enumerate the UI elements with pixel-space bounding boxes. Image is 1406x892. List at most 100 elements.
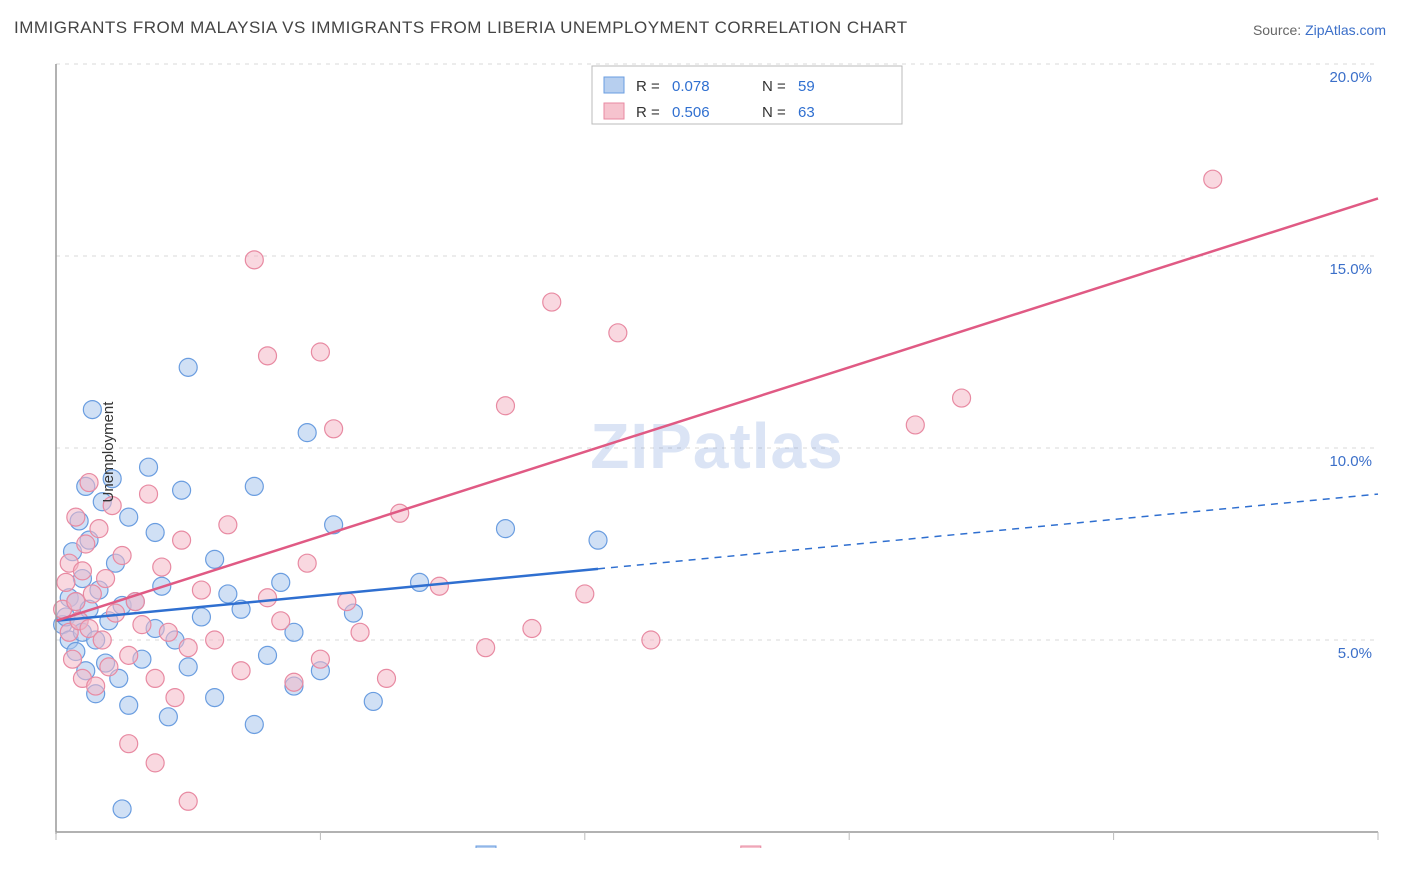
point — [259, 646, 277, 664]
point — [100, 658, 118, 676]
point — [159, 623, 177, 641]
point — [430, 577, 448, 595]
svg-text:0.506: 0.506 — [672, 104, 710, 121]
point — [67, 593, 85, 611]
y-tick-label: 15.0% — [1329, 261, 1372, 278]
point — [83, 401, 101, 419]
point — [325, 420, 343, 438]
point — [298, 424, 316, 442]
chart-container: IMMIGRANTS FROM MALAYSIA VS IMMIGRANTS F… — [0, 0, 1406, 892]
point — [285, 673, 303, 691]
point — [140, 458, 158, 476]
point — [97, 570, 115, 588]
point — [1204, 170, 1222, 188]
svg-text:N =: N = — [762, 104, 786, 121]
point — [64, 650, 82, 668]
point — [83, 585, 101, 603]
point — [311, 343, 329, 361]
point — [259, 347, 277, 365]
point — [140, 485, 158, 503]
svg-text:59: 59 — [798, 78, 815, 95]
source-label: Source: — [1253, 22, 1301, 38]
point — [259, 589, 277, 607]
y-tick-label: 20.0% — [1329, 69, 1372, 86]
point — [153, 558, 171, 576]
point — [364, 692, 382, 710]
point — [192, 608, 210, 626]
svg-text:R =: R = — [636, 78, 660, 95]
plot-area: Unemployment 5.0%10.0%15.0%20.0%ZIPatlas… — [48, 56, 1388, 848]
y-tick-label: 5.0% — [1338, 645, 1372, 662]
point — [80, 474, 98, 492]
trend-line-malaysia-dashed — [598, 494, 1378, 569]
point — [206, 689, 224, 707]
point — [179, 358, 197, 376]
swatch-malaysia — [604, 77, 624, 93]
point — [106, 604, 124, 622]
point — [113, 800, 131, 818]
watermark: ZIPatlas — [590, 410, 843, 482]
point — [179, 639, 197, 657]
point — [173, 531, 191, 549]
point — [206, 631, 224, 649]
point — [272, 573, 290, 591]
point — [609, 324, 627, 342]
point — [133, 616, 151, 634]
point — [219, 516, 237, 534]
point — [57, 573, 75, 591]
point — [120, 735, 138, 753]
point — [298, 554, 316, 572]
point — [378, 669, 396, 687]
point — [245, 715, 263, 733]
point — [642, 631, 660, 649]
point — [179, 658, 197, 676]
series-liberia — [54, 170, 1222, 810]
chart-svg: 5.0%10.0%15.0%20.0%ZIPatlas0.0%20.0%R =0… — [48, 56, 1388, 848]
point — [146, 523, 164, 541]
point — [245, 251, 263, 269]
point — [351, 623, 369, 641]
point — [338, 593, 356, 611]
point — [477, 639, 495, 657]
point — [192, 581, 210, 599]
point — [906, 416, 924, 434]
point — [219, 585, 237, 603]
point — [543, 293, 561, 311]
point — [411, 573, 429, 591]
legend-label-malaysia: Immigrants from Malaysia — [504, 847, 676, 848]
point — [146, 754, 164, 772]
point — [496, 397, 514, 415]
chart-title: IMMIGRANTS FROM MALAYSIA VS IMMIGRANTS F… — [14, 18, 908, 38]
point — [120, 508, 138, 526]
point — [576, 585, 594, 603]
point — [232, 662, 250, 680]
x-tick-label: 0.0% — [60, 847, 94, 848]
point — [206, 550, 224, 568]
point — [523, 619, 541, 637]
point — [179, 792, 197, 810]
svg-text:N =: N = — [762, 78, 786, 95]
legend-swatch-liberia — [741, 846, 761, 848]
point — [93, 631, 111, 649]
point — [113, 547, 131, 565]
legend-label-liberia: Immigrants from Liberia — [769, 847, 927, 848]
y-tick-label: 10.0% — [1329, 453, 1372, 470]
point — [272, 612, 290, 630]
point — [77, 535, 95, 553]
point — [311, 650, 329, 668]
point — [245, 477, 263, 495]
point — [589, 531, 607, 549]
svg-text:63: 63 — [798, 104, 815, 121]
point — [87, 677, 105, 695]
source-link[interactable]: ZipAtlas.com — [1305, 22, 1386, 38]
point — [166, 689, 184, 707]
point — [120, 646, 138, 664]
point — [67, 508, 85, 526]
point — [120, 696, 138, 714]
point — [496, 520, 514, 538]
point — [159, 708, 177, 726]
svg-text:0.078: 0.078 — [672, 78, 710, 95]
swatch-liberia — [604, 103, 624, 119]
legend-swatch-malaysia — [476, 846, 496, 848]
bottom-legend: Immigrants from Malaysia Immigrants from … — [476, 846, 927, 848]
